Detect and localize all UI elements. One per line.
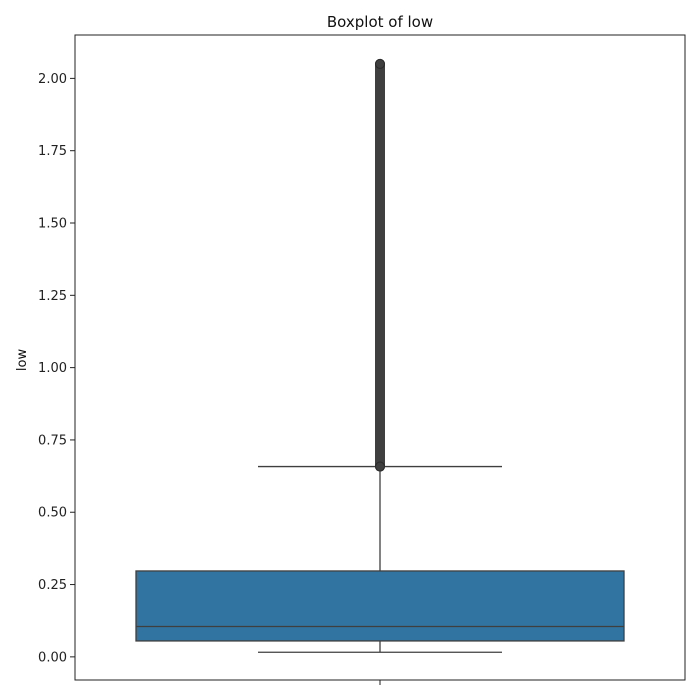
- y-axis-label: low: [15, 349, 30, 372]
- y-tick-label: 0.50: [38, 506, 67, 521]
- y-tick-label: 1.25: [38, 289, 67, 304]
- iqr-box: [135, 570, 625, 642]
- y-tick-label: 0.75: [38, 433, 67, 448]
- box-group: [135, 58, 625, 653]
- y-tick-label: 0.25: [38, 578, 67, 593]
- y-tick-label: 0.00: [38, 650, 67, 665]
- y-axis-ticks: 0.00 0.25 0.50 0.75 1.00 1.25 1.50 1.75 2.00: [38, 72, 75, 665]
- chart-title: Boxplot of low: [327, 13, 433, 31]
- y-tick-label: 1.00: [38, 361, 67, 376]
- outlier-point-top: [375, 58, 385, 69]
- outlier-point-bottom: [375, 461, 385, 472]
- y-tick-label: 2.00: [38, 72, 67, 87]
- y-tick-label: 1.50: [38, 217, 67, 232]
- y-tick-label: 1.75: [38, 144, 67, 159]
